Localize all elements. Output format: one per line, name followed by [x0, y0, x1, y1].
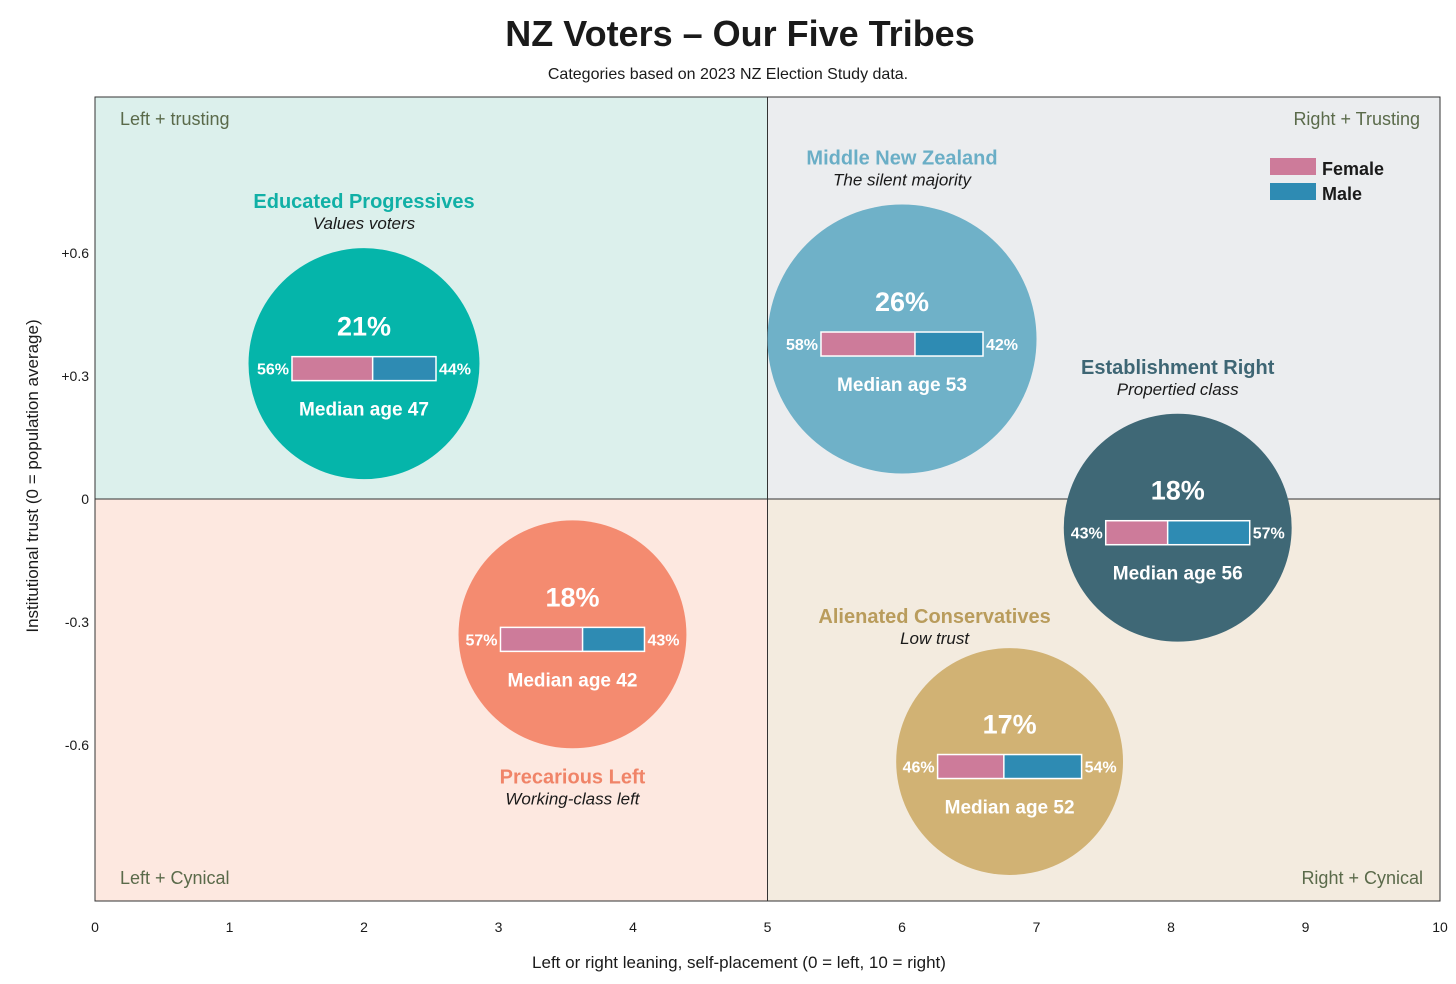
- tribe-group: 18% 57% 43% Median age 42 Precarious LeftWor…: [458, 520, 687, 808]
- female-bar: [292, 356, 373, 381]
- female-share-label: 56%: [257, 362, 289, 379]
- x-tick-label: 7: [1033, 919, 1041, 935]
- quadrant-bottom-left: [95, 499, 768, 901]
- tribe-name: Alienated Conservatives: [818, 606, 1050, 628]
- male-bar: [1003, 754, 1082, 779]
- x-tick-label: 3: [495, 919, 503, 935]
- male-share-label: 44%: [439, 362, 471, 379]
- tribe-name: Educated Progressives: [253, 191, 474, 213]
- x-tick-label: 6: [898, 919, 906, 935]
- x-tick-label: 9: [1302, 919, 1310, 935]
- male-share-label: 42%: [986, 337, 1018, 354]
- gender-bar-outline: [820, 331, 984, 357]
- quadrant-label-bottom-left: Left + Cynical: [120, 868, 230, 888]
- tribe-share: 21%: [337, 312, 391, 342]
- female-share-label: 43%: [1071, 526, 1103, 543]
- chart-subtitle: Categories based on 2023 NZ Election Stu…: [548, 66, 908, 83]
- tribe-name: Precarious Left: [500, 766, 646, 788]
- x-tick-label: 0: [91, 919, 99, 935]
- gender-bar-outline: [499, 626, 646, 653]
- median-age: Median age 42: [508, 670, 638, 691]
- male-bar: [582, 627, 645, 652]
- tribe-subtitle: Propertied class: [1117, 380, 1239, 399]
- y-tick-label: 0: [81, 491, 89, 507]
- quadrant-label-top-right: Right + Trusting: [1293, 109, 1420, 129]
- male-bar: [372, 356, 436, 381]
- y-axis-ticks: +0.6 +0.3 0 -0.3 -0.6: [61, 245, 89, 753]
- legend-female-label: Female: [1322, 159, 1384, 179]
- female-share-label: 57%: [465, 632, 497, 649]
- tribe-subtitle: Values voters: [313, 214, 416, 233]
- plot-frame: [94, 96, 1441, 902]
- tribe-share: 17%: [983, 710, 1037, 740]
- x-tick-label: 10: [1432, 919, 1448, 935]
- legend-male-label: Male: [1322, 184, 1362, 204]
- y-axis-label: Institutional trust (0 = population aver…: [23, 319, 42, 632]
- tribe-subtitle: Low trust: [900, 629, 970, 648]
- quadrant-labels: Left + trusting Right + Trusting Left + …: [120, 109, 1423, 888]
- tribe-share: 18%: [1151, 476, 1205, 506]
- tribe-bubbles: 21% 56% 44% Median age 47 Educated Progressi…: [248, 148, 1292, 875]
- quadrant-label-top-left: Left + trusting: [120, 109, 230, 129]
- legend-female-swatch: [1270, 158, 1316, 175]
- male-share-label: 54%: [1085, 760, 1117, 777]
- female-bar: [500, 627, 583, 652]
- tribe-name: Establishment Right: [1081, 357, 1275, 379]
- median-age: Median age 52: [945, 798, 1075, 819]
- median-age: Median age 53: [837, 375, 967, 396]
- male-share-label: 57%: [1253, 526, 1285, 543]
- legend: Female Male: [1270, 158, 1384, 204]
- tribe-subtitle: The silent majority: [833, 171, 972, 190]
- male-bar: [1167, 520, 1250, 545]
- gender-bar-outline: [1104, 519, 1251, 546]
- x-tick-label: 4: [629, 919, 637, 935]
- y-tick-label: -0.3: [65, 614, 89, 630]
- female-share-label: 46%: [903, 760, 935, 777]
- gender-bar-outline: [936, 753, 1083, 780]
- tribe-subtitle: Working-class left: [505, 789, 640, 808]
- gender-bar-outline: [291, 355, 437, 382]
- median-age: Median age 47: [299, 400, 429, 421]
- y-tick-label: +0.3: [61, 368, 89, 384]
- x-axis-label: Left or right leaning, self-placement (0…: [532, 953, 946, 972]
- female-bar: [821, 332, 915, 357]
- female-bar: [1105, 520, 1168, 545]
- x-tick-label: 2: [360, 919, 368, 935]
- x-tick-label: 1: [226, 919, 234, 935]
- female-bar: [937, 754, 1004, 779]
- quadrant-label-bottom-right: Right + Cynical: [1301, 868, 1423, 888]
- tribe-share: 18%: [545, 582, 599, 612]
- tribe-group: 21% 56% 44% Median age 47 Educated Progressi…: [248, 191, 480, 480]
- tribe-group: 17% 46% 54% Median age 52 Alienated Conserva…: [818, 606, 1124, 875]
- x-tick-label: 8: [1167, 919, 1175, 935]
- male-bar: [914, 332, 983, 357]
- y-tick-label: +0.6: [61, 245, 89, 261]
- tribe-group: 26% 58% 42% Median age 53 Middle New Zealand…: [767, 148, 1037, 474]
- x-tick-label: 5: [764, 919, 772, 935]
- legend-male-swatch: [1270, 183, 1316, 200]
- female-share-label: 58%: [786, 337, 818, 354]
- tribe-group: 18% 43% 57% Median age 56 Establishment Righ…: [1063, 357, 1292, 642]
- chart-title: NZ Voters – Our Five Tribes: [505, 13, 974, 54]
- y-tick-label: -0.6: [65, 737, 89, 753]
- male-share-label: 43%: [647, 632, 679, 649]
- tribe-share: 26%: [875, 287, 929, 317]
- tribe-name: Middle New Zealand: [806, 148, 997, 170]
- median-age: Median age 56: [1113, 564, 1243, 585]
- x-axis-ticks: 0 1 2 3 4 5 6 7 8 9 10: [91, 919, 1448, 935]
